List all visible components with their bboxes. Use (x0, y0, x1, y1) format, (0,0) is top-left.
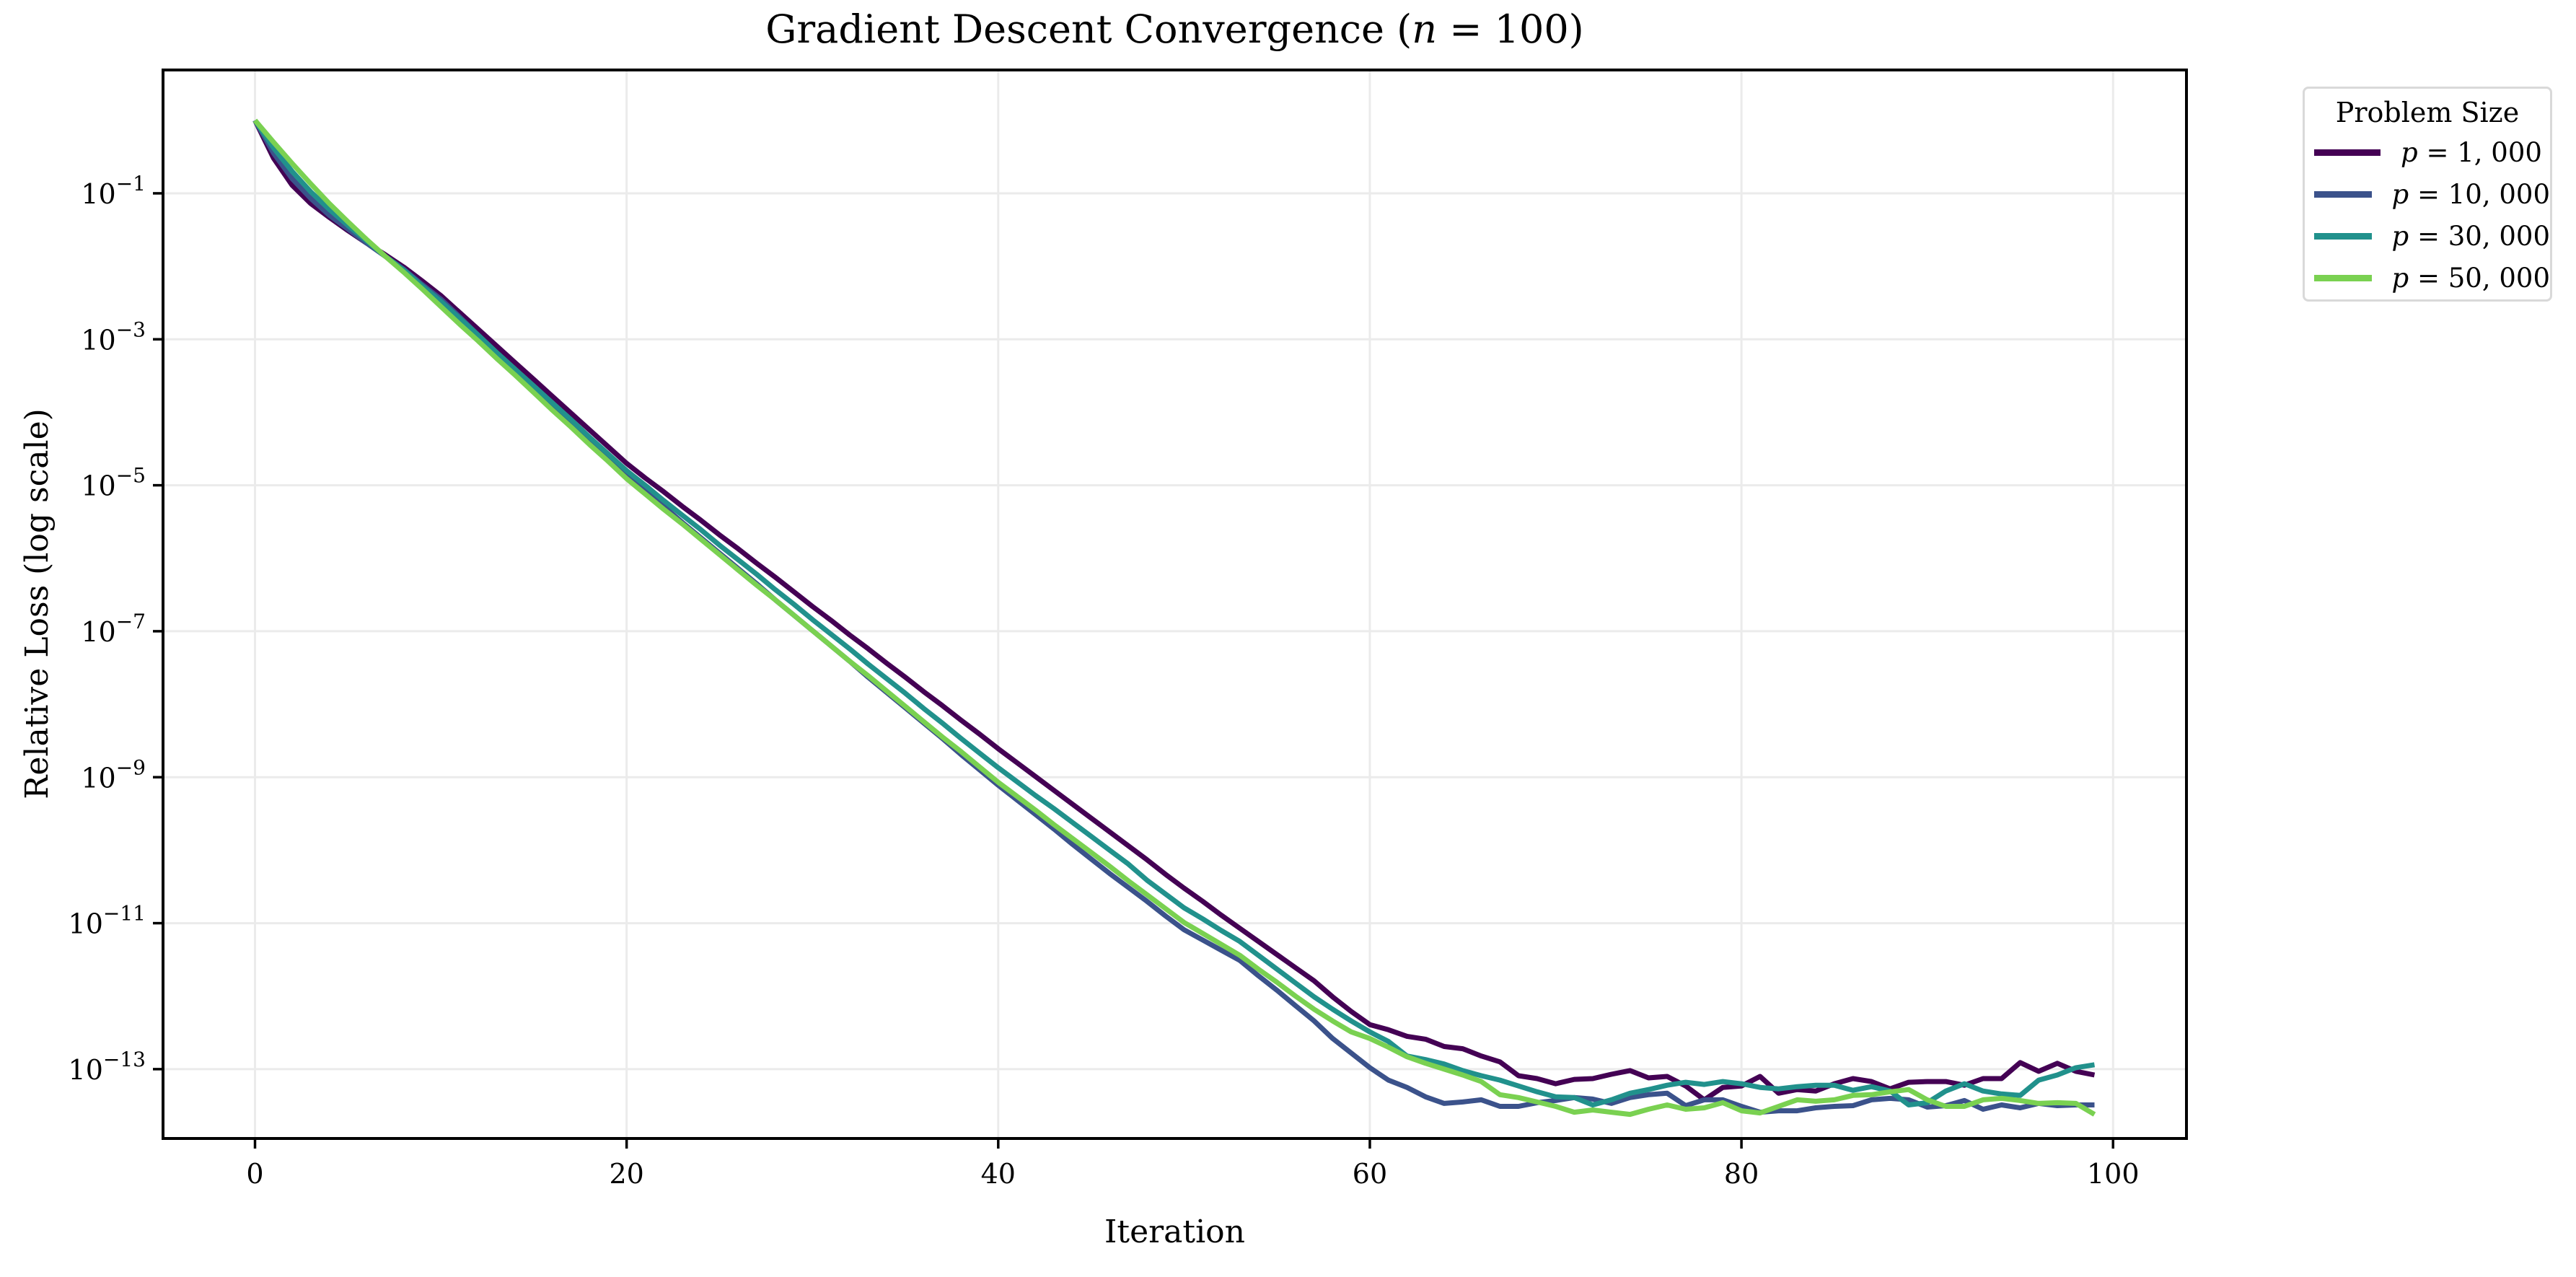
y-tick-label: 10−9 (81, 755, 146, 794)
legend-item-p50000: p = 50, 000 (2312, 263, 2550, 292)
plot-frame (162, 69, 2188, 1140)
x-tick-label: 100 (2087, 1158, 2140, 1190)
legend-value: 50, 000 (2448, 262, 2550, 294)
y-tick-label: 10−7 (81, 610, 146, 648)
legend-label: p = 10, 000 (2391, 178, 2550, 210)
legend: Problem Size p = 1, 000 p = 10, 000 p = … (2303, 87, 2552, 302)
legend-label: p = 50, 000 (2391, 262, 2550, 294)
chart-title-rest: = 100) (1437, 6, 1584, 52)
legend-item-p30000: p = 30, 000 (2312, 221, 2550, 250)
y-tick-label: 10−1 (81, 172, 146, 210)
legend-label: p = 1, 000 (2401, 136, 2542, 168)
series-line-1 (252, 119, 2095, 1115)
series-line-2 (252, 118, 2096, 1107)
y-tick-label: 10−13 (69, 1048, 146, 1086)
y-tick-label: 10−5 (81, 464, 146, 502)
legend-var: p (2401, 136, 2418, 168)
legend-line-icon (2314, 190, 2372, 198)
legend-title: Problem Size (2335, 97, 2520, 128)
grid-lines (163, 70, 2186, 1138)
legend-var: p (2391, 178, 2409, 210)
legend-line-icon (2314, 149, 2381, 156)
legend-line-icon (2314, 274, 2372, 281)
x-tick-label: 0 (246, 1158, 263, 1190)
y-axis-ticks: 10−1 10−3 10−5 10−7 10−9 10−11 10−13 (69, 172, 163, 1086)
x-tick-label: 20 (609, 1158, 643, 1190)
x-axis-ticks: 0 20 40 60 80 100 (246, 1138, 2140, 1190)
legend-value: 1, 000 (2457, 136, 2542, 168)
legend-var: p (2391, 220, 2409, 252)
chart-title-var: n (1412, 6, 1438, 52)
chart-title: Gradient Descent Convergence (n = 100) (163, 10, 2186, 49)
legend-var: p (2391, 262, 2409, 294)
x-axis-label: Iteration (1104, 1214, 1245, 1250)
y-tick-label: 10−11 (69, 902, 146, 940)
legend-value: 30, 000 (2448, 220, 2550, 252)
legend-item-p1000: p = 1, 000 (2312, 138, 2550, 167)
series-line-0 (252, 119, 2096, 1102)
y-axis-label: Relative Loss (log scale) (19, 408, 56, 799)
x-tick-label: 60 (1353, 1158, 1387, 1190)
x-tick-label: 80 (1724, 1158, 1759, 1190)
legend-line-icon (2314, 232, 2372, 240)
legend-item-p10000: p = 10, 000 (2312, 180, 2550, 209)
y-tick-label: 10−3 (81, 317, 146, 356)
legend-value: 10, 000 (2448, 178, 2550, 210)
chart-title-text: Gradient Descent Convergence ( (765, 6, 1412, 52)
legend-label: p = 30, 000 (2391, 220, 2550, 252)
x-tick-label: 40 (981, 1158, 1016, 1190)
series-line-3 (252, 118, 2096, 1118)
data-series (252, 118, 2096, 1118)
